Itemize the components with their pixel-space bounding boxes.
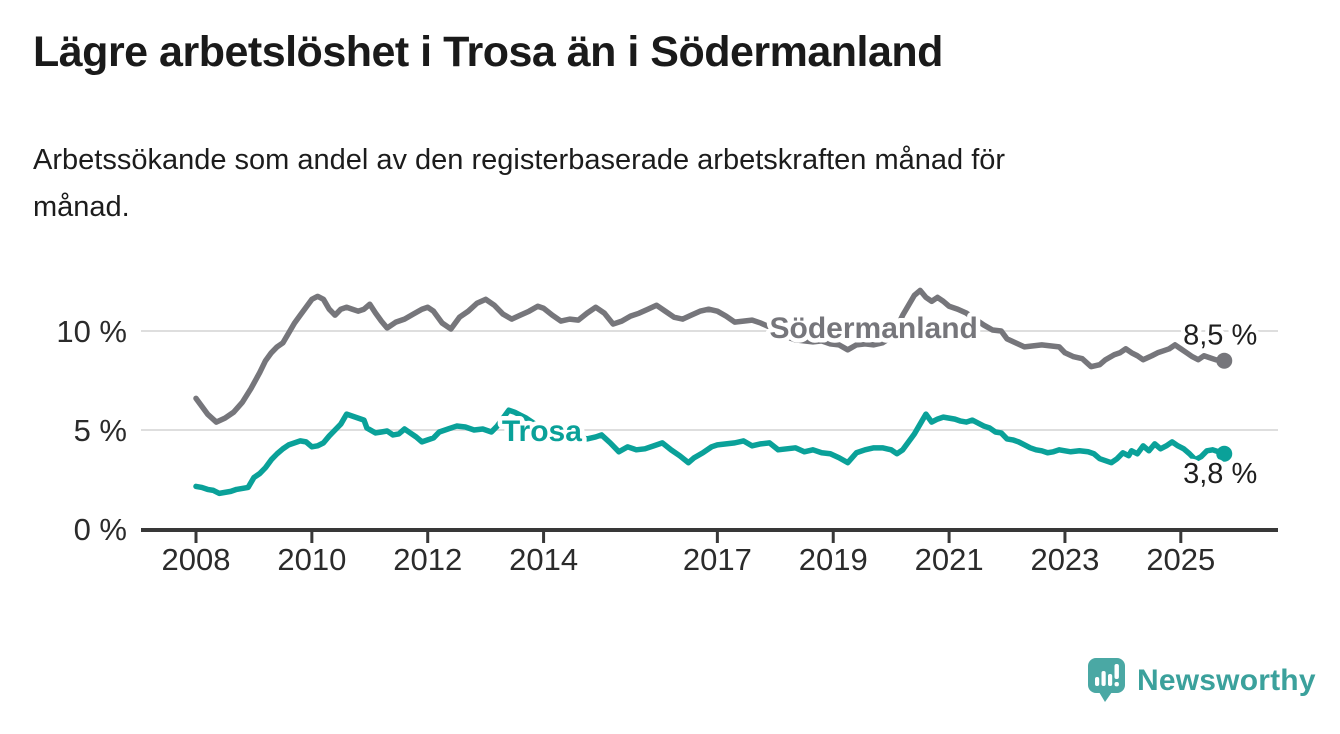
logo-bubble-tail <box>1099 692 1112 702</box>
subtitle-line-1: Arbetssökande som andel av den registerb… <box>33 144 1006 176</box>
logo-bar-3 <box>1108 674 1113 686</box>
x-axis-tick-label: 2012 <box>393 542 462 577</box>
logo-exclamation-dot <box>1114 682 1119 687</box>
logo-bar-2 <box>1101 671 1106 686</box>
y-axis-tick-label: 0 % <box>74 512 127 547</box>
brand-name: Newsworthy <box>1137 663 1316 697</box>
chart-subtitle: Arbetssökande som andel av den registerb… <box>33 137 1005 231</box>
logo-bubble <box>1088 658 1125 693</box>
series-end-dot-trosa <box>1216 445 1233 462</box>
y-axis-tick-label: 5 % <box>74 413 127 448</box>
x-axis-tick-label: 2008 <box>162 542 231 577</box>
series-end-value-trosa: 3,8 % <box>1183 458 1257 490</box>
series-label-södermanland: Södermanland <box>770 312 978 345</box>
x-axis-tick-label: 2023 <box>1030 542 1099 577</box>
series-end-dot-södermanland <box>1216 352 1233 369</box>
y-axis-tick-label: 10 % <box>56 314 127 349</box>
series-line-södermanland <box>193 287 1228 425</box>
logo-bar-1 <box>1095 677 1100 686</box>
x-axis-tick-label: 2010 <box>277 542 346 577</box>
x-axis-tick-label: 2025 <box>1146 542 1215 577</box>
series-end-value-södermanland: 8,5 % <box>1183 320 1257 352</box>
subtitle-line-2: månad. <box>33 191 130 223</box>
series-label-trosa: Trosa <box>502 415 582 448</box>
x-axis-tick-label: 2021 <box>915 542 984 577</box>
x-axis-tick-label: 2019 <box>799 542 868 577</box>
brand-footer: Newsworthy <box>1088 658 1316 703</box>
newsworthy-logo-icon <box>1088 658 1125 702</box>
page-title: Lägre arbetslöshet i Trosa än i Söderman… <box>33 28 943 76</box>
series-line-trosa <box>193 407 1228 497</box>
x-axis-tick-label: 2014 <box>509 542 578 577</box>
logo-exclamation-stem <box>1114 664 1119 679</box>
x-axis-tick-label: 2017 <box>683 542 752 577</box>
